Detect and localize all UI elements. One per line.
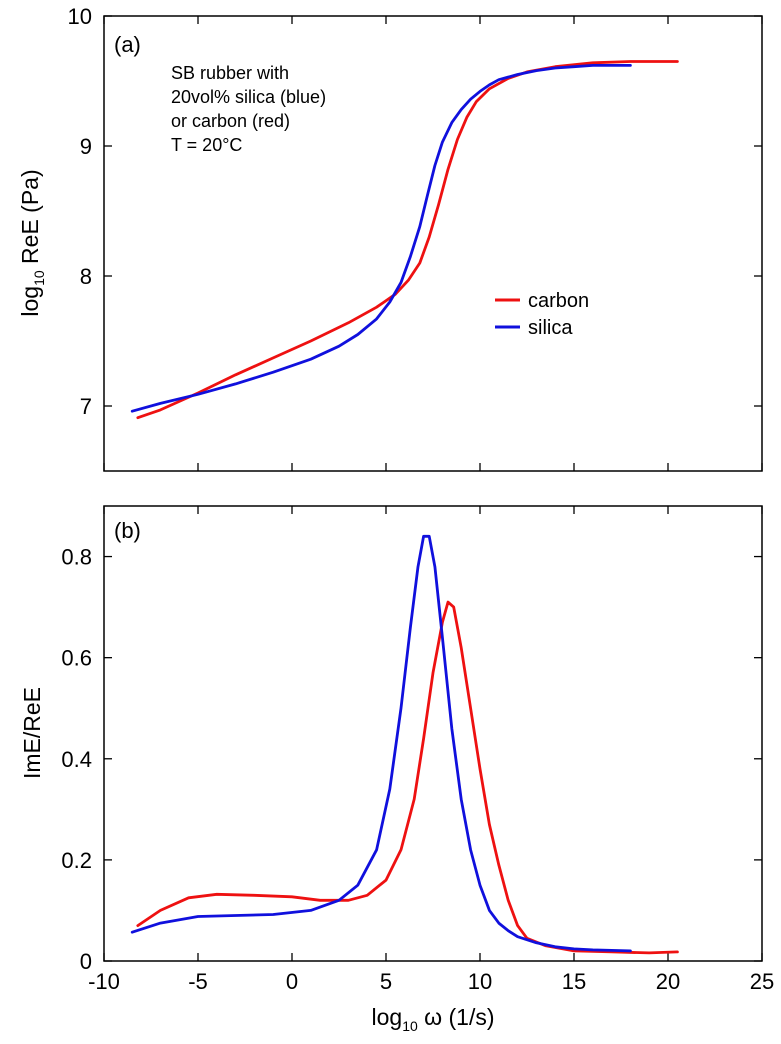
panel-a-frame	[103, 15, 763, 472]
panel-b-frame	[103, 505, 763, 962]
x-tick-label: -10	[88, 969, 120, 994]
y-tick-label: 0.6	[61, 646, 92, 671]
panel-b-series	[130, 534, 679, 955]
panel-a-x-ticks	[103, 16, 763, 471]
annotation-line-2: 20vol% silica (blue)	[171, 87, 326, 107]
y-tick-label: 7	[80, 394, 92, 419]
panel-a-label: (a)	[114, 32, 141, 57]
x-tick-label: 0	[286, 969, 298, 994]
y-tick-label: 9	[80, 134, 92, 159]
panel-b-y-ticks: 0 0.2 0.4 0.6 0.8	[61, 545, 762, 974]
y-tick-label: 0.2	[61, 848, 92, 873]
x-tick-label: 20	[656, 969, 680, 994]
panel-b-label: (b)	[114, 518, 141, 543]
series-line-silica	[130, 64, 632, 413]
legend-label-carbon: carbon	[528, 290, 589, 312]
y-tick-label: 8	[80, 264, 92, 289]
annotation-line-3: or carbon (red)	[171, 111, 290, 131]
legend-label-silica: silica	[528, 317, 573, 339]
x-tick-label: 15	[562, 969, 586, 994]
panel-a-y-ticks: 7 8 9 10	[68, 4, 762, 419]
annotation-line-1: SB rubber with	[171, 63, 289, 83]
y-tick-label: 0	[80, 949, 92, 974]
x-tick-label: 5	[380, 969, 392, 994]
panel-b-x-ticks: -10 -5 0 5 10 15 20 25	[88, 506, 774, 994]
panel-b-y-axis-label: ImE/ReE	[19, 687, 45, 779]
panel-b: -10 -5 0 5 10 15 20 25 0 0.2 0.4 0.6 0.8 (b) ImE/Re…	[19, 505, 774, 1034]
x-tick-label: 10	[468, 969, 492, 994]
panel-a-y-axis-label: log10 ReE (Pa)	[17, 169, 47, 316]
y-tick-label: 0.4	[61, 747, 92, 772]
y-tick-label: 10	[68, 4, 92, 29]
y-tick-label: 0.8	[61, 545, 92, 570]
annotation-line-4: T = 20°C	[171, 135, 242, 155]
x-axis-label: log10 ω (1/s)	[371, 1004, 494, 1034]
panel-a-series	[130, 60, 679, 420]
series-line-silica	[130, 534, 632, 953]
legend: carbon silica	[495, 290, 589, 339]
x-tick-label: -5	[188, 969, 208, 994]
panel-a: 7 8 9 10 (a) SB rubber with 20vol% silica (…	[17, 4, 763, 472]
x-tick-label: 25	[750, 969, 774, 994]
panel-a-annotation: SB rubber with 20vol% silica (blue) or c…	[171, 63, 326, 155]
